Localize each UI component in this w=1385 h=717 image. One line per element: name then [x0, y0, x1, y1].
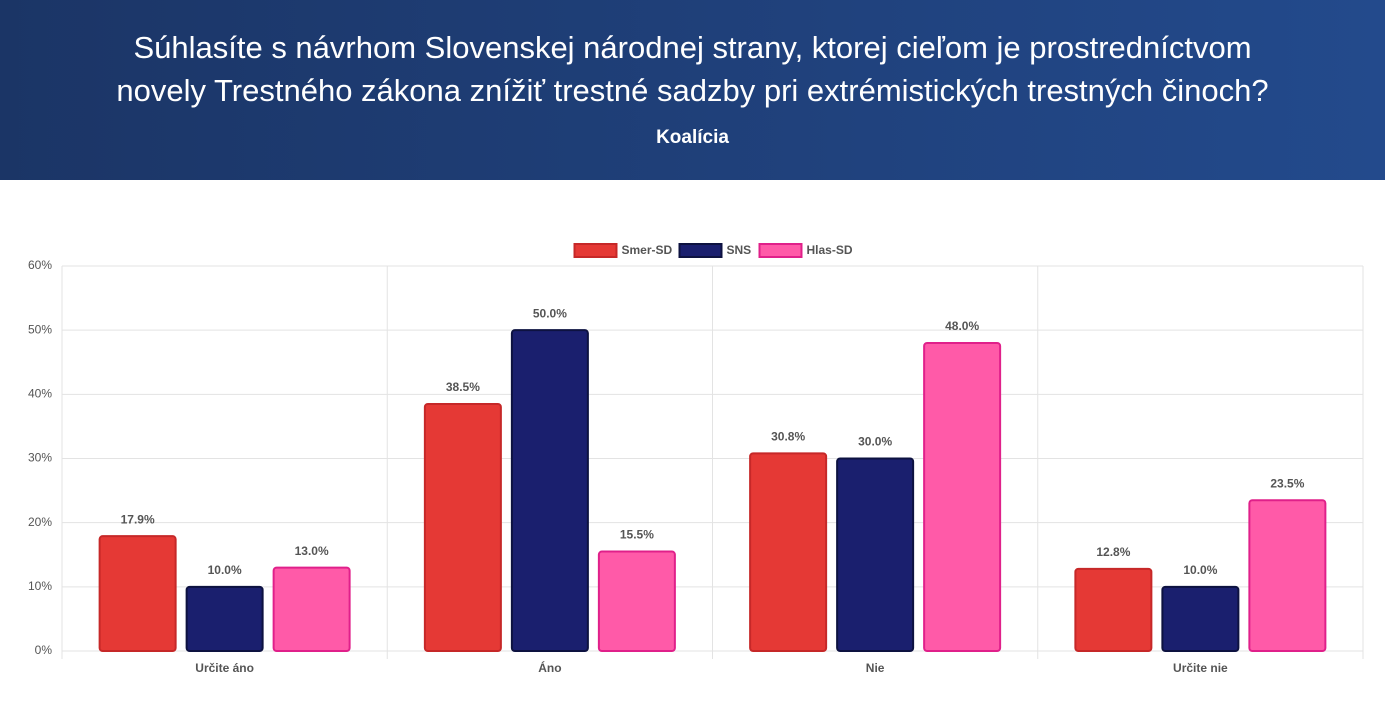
- y-tick-label: 30%: [28, 451, 52, 465]
- value-label: 48.0%: [945, 319, 979, 333]
- y-tick-label: 60%: [28, 258, 52, 272]
- x-tick-label: Určite nie: [1173, 661, 1228, 675]
- value-label: 13.0%: [295, 544, 329, 558]
- legend-label: Hlas-SD: [807, 243, 853, 257]
- legend-swatch: [573, 243, 618, 258]
- y-tick-label: 20%: [28, 515, 52, 529]
- value-label: 10.0%: [208, 563, 242, 577]
- bar: [1248, 499, 1327, 653]
- chart-subtitle: Koalícia: [656, 127, 729, 148]
- bar: [1074, 567, 1153, 652]
- header: Súhlasíte s návrhom Slovenskej národnej …: [0, 0, 1385, 180]
- y-tick-label: 0%: [35, 643, 53, 657]
- y-tick-label: 50%: [28, 322, 52, 336]
- value-label: 17.9%: [121, 512, 155, 526]
- bar: [923, 342, 1002, 652]
- bar: [597, 550, 676, 652]
- value-label: 30.0%: [858, 435, 892, 449]
- legend-label: SNS: [727, 243, 752, 257]
- x-tick-label: Určite áno: [195, 661, 254, 675]
- bar: [836, 457, 915, 652]
- value-label: 30.8%: [771, 430, 805, 444]
- legend-swatch: [758, 243, 803, 258]
- bar: [510, 329, 589, 653]
- value-label: 10.0%: [1183, 563, 1217, 577]
- y-tick-label: 40%: [28, 387, 52, 401]
- value-label: 50.0%: [533, 306, 567, 320]
- bar: [423, 402, 502, 652]
- bar: [272, 566, 351, 653]
- bar: [98, 535, 177, 652]
- legend-swatch: [678, 243, 723, 258]
- x-tick-label: Nie: [866, 661, 885, 675]
- bar: [185, 585, 264, 653]
- chart: 0% 10% 20% 30% 40% 50% 60% Smer-SD SNS Hlas-SD Urč…: [28, 243, 1364, 675]
- y-tick-label: 10%: [28, 579, 52, 593]
- x-tick-label: Áno: [538, 660, 561, 675]
- value-label: 15.5%: [620, 528, 654, 542]
- value-label: 38.5%: [446, 380, 480, 394]
- value-label: 23.5%: [1270, 476, 1304, 490]
- bar: [1161, 585, 1240, 653]
- chart-title: Súhlasíte s návrhom Slovenskej národnej …: [133, 30, 1252, 65]
- legend-label: Smer-SD: [622, 243, 673, 257]
- chart-title: novely Trestného zákona znížiť trestné s…: [116, 73, 1269, 108]
- value-label: 12.8%: [1096, 545, 1130, 559]
- bar: [749, 452, 828, 652]
